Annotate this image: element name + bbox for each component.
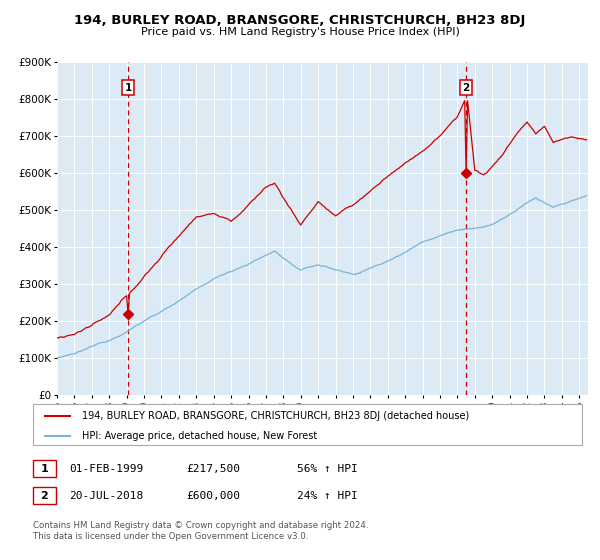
- Text: 194, BURLEY ROAD, BRANSGORE, CHRISTCHURCH, BH23 8DJ (detached house): 194, BURLEY ROAD, BRANSGORE, CHRISTCHURC…: [82, 411, 470, 421]
- Text: 56% ↑ HPI: 56% ↑ HPI: [297, 464, 358, 474]
- Text: 24% ↑ HPI: 24% ↑ HPI: [297, 491, 358, 501]
- Text: This data is licensed under the Open Government Licence v3.0.: This data is licensed under the Open Gov…: [33, 532, 308, 541]
- Text: 1: 1: [124, 82, 132, 92]
- Text: Price paid vs. HM Land Registry's House Price Index (HPI): Price paid vs. HM Land Registry's House …: [140, 27, 460, 37]
- Text: 194, BURLEY ROAD, BRANSGORE, CHRISTCHURCH, BH23 8DJ: 194, BURLEY ROAD, BRANSGORE, CHRISTCHURC…: [74, 14, 526, 27]
- Text: 2: 2: [463, 82, 470, 92]
- Text: 2: 2: [41, 491, 48, 501]
- Text: £217,500: £217,500: [186, 464, 240, 474]
- FancyBboxPatch shape: [33, 404, 582, 445]
- Text: 20-JUL-2018: 20-JUL-2018: [69, 491, 143, 501]
- Text: 01-FEB-1999: 01-FEB-1999: [69, 464, 143, 474]
- Text: HPI: Average price, detached house, New Forest: HPI: Average price, detached house, New …: [82, 431, 317, 441]
- Text: Contains HM Land Registry data © Crown copyright and database right 2024.: Contains HM Land Registry data © Crown c…: [33, 521, 368, 530]
- Text: £600,000: £600,000: [186, 491, 240, 501]
- Text: 1: 1: [41, 464, 48, 474]
